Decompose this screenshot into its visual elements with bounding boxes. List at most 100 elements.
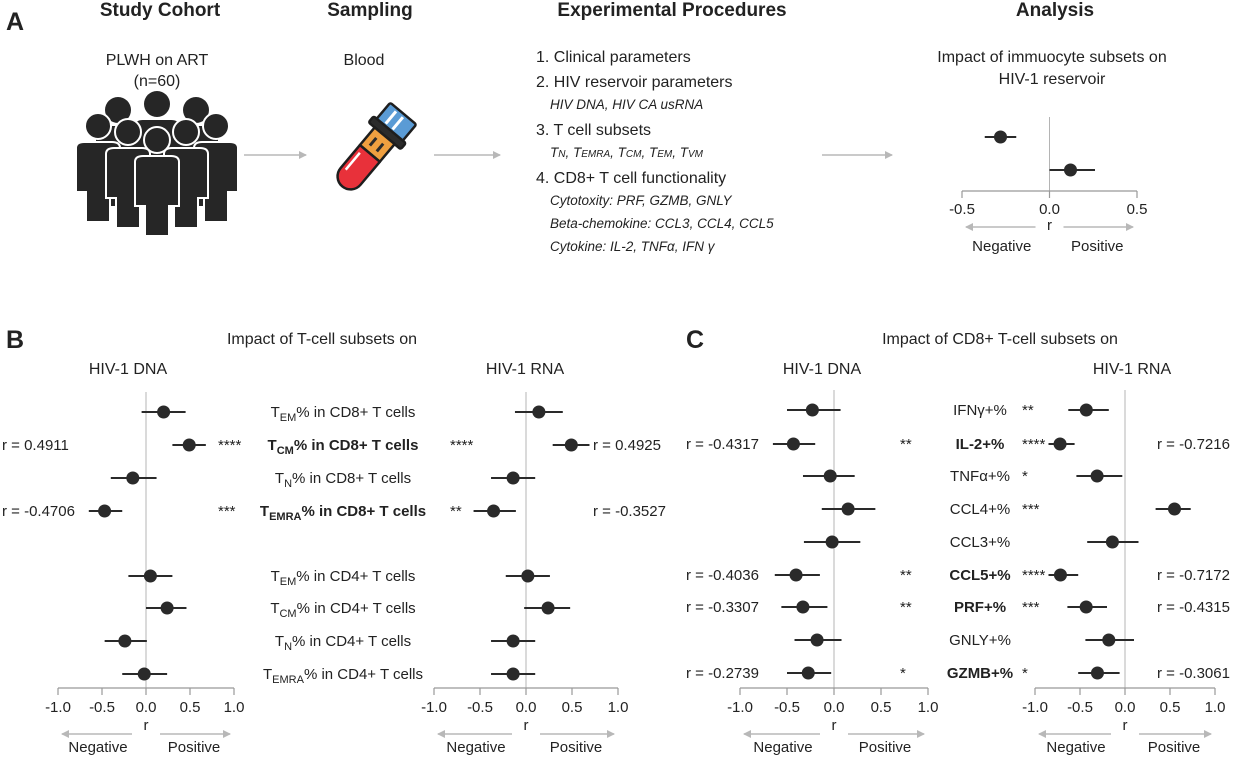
estimate-point [160, 601, 174, 615]
x-axis-label: r [524, 717, 529, 734]
estimate-point [823, 469, 837, 483]
panel-b-title: Impact of T-cell subsets on [227, 331, 417, 348]
positive-label: Positive [1071, 238, 1124, 255]
row-label: CCL5+% [949, 567, 1010, 584]
positive-label: Positive [550, 739, 603, 756]
procedure-4-detail-1: Cytotoxity: PRF, GZMB, GNLY [550, 193, 733, 208]
x-tick-label: 0.5 [1127, 201, 1148, 218]
analysis-title-line1: Impact of immuocyte subsets on [937, 49, 1166, 66]
estimate-point [564, 438, 578, 452]
x-tick-label: 1.0 [1205, 699, 1226, 716]
people-group-icon [75, 91, 239, 237]
x-tick-label: 0.0 [824, 699, 845, 716]
panel-b-row-labels: TEM% in CD8+ T cells TCM% in CD8+ T cells… [260, 404, 426, 686]
procedure-3-title: 3. T cell subsets [536, 122, 651, 139]
estimate-point [1079, 600, 1093, 614]
estimate-point [1105, 535, 1119, 549]
correlation-value: r = 0.4925 [593, 437, 661, 454]
negative-label: Negative [446, 739, 505, 756]
x-axis-label: r [1047, 217, 1052, 234]
x-axis-label: r [144, 717, 149, 734]
estimate-point [487, 504, 501, 518]
row-label: TCM% in CD4+ T cells [270, 600, 415, 620]
row-label: TN% in CD8+ T cells [275, 470, 411, 490]
estimate-point [143, 569, 157, 583]
row-label: TEM% in CD4+ T cells [271, 568, 416, 588]
significance-stars: **** [1022, 567, 1046, 584]
panel-c-dna-header: HIV-1 DNA [783, 361, 862, 378]
panel-c-letter: C [686, 326, 704, 354]
row-label: CCL4+% [950, 501, 1010, 518]
x-tick-label: 0.0 [516, 699, 537, 716]
x-tick-label: 0.5 [871, 699, 892, 716]
x-tick-label: -0.5 [89, 699, 115, 716]
x-tick-label: -0.5 [467, 699, 493, 716]
negative-label: Negative [68, 739, 127, 756]
x-tick-label: -1.0 [1022, 699, 1048, 716]
positive-label: Positive [168, 739, 221, 756]
estimate-point [541, 601, 555, 615]
estimate-point [126, 471, 140, 485]
estimate-point [521, 569, 535, 583]
estimate-point [1053, 568, 1067, 582]
panel-b-letter: B [6, 326, 24, 354]
negative-label: Negative [972, 238, 1031, 255]
correlation-value: r = -0.7172 [1157, 567, 1230, 584]
row-label: CCL3+% [950, 534, 1010, 551]
significance-stars: *** [218, 503, 236, 520]
row-label: TEMRA% in CD8+ T cells [260, 503, 426, 523]
x-tick-label: -1.0 [421, 699, 447, 716]
panel-a-letter: A [6, 8, 24, 36]
panel-c: C Impact of CD8+ T-cell subsets on HIV-1… [686, 326, 1230, 756]
x-axis-label: r [1123, 717, 1128, 734]
panel-b-rna-header: HIV-1 RNA [486, 361, 565, 378]
significance-stars: * [900, 665, 906, 682]
estimate-point [1090, 469, 1104, 483]
procedure-4-detail-3: Cytokine: IL-2, TNFα, IFN γ [550, 239, 716, 254]
correlation-value: r = -0.3527 [593, 503, 666, 520]
procedure-2-title: 2. HIV reservoir parameters [536, 74, 733, 91]
estimate-point [1090, 666, 1104, 680]
significance-stars: **** [450, 437, 474, 454]
estimate-point [801, 666, 815, 680]
estimate-point [796, 600, 810, 614]
x-tick-label: 0.5 [180, 699, 201, 716]
panel-c-row-labels: IFNγ+% IL-2+% TNFα+% CCL4+% CCL3+% CCL5+% PRF+… [947, 402, 1013, 682]
correlation-value: r = -0.3061 [1157, 665, 1230, 682]
negative-label: Negative [753, 739, 812, 756]
row-label: IFNγ+% [953, 402, 1007, 419]
x-tick-label: 0.5 [1160, 699, 1181, 716]
estimate-point [841, 502, 855, 516]
panel-c-rna-header: HIV-1 RNA [1093, 361, 1172, 378]
row-label: GNLY+% [949, 632, 1011, 649]
estimate-point [805, 403, 819, 417]
correlation-value: r = -0.3307 [686, 599, 759, 616]
procedure-4-title: 4. CD8+ T cell functionality [536, 170, 726, 187]
estimate-point [532, 405, 546, 419]
cohort-label-line1: PLWH on ART [106, 52, 209, 69]
row-label: TCM% in CD8+ T cells [268, 437, 419, 457]
panel-a: A Study Cohort Sampling Experimental Pro… [6, 0, 1167, 255]
estimate-point [1053, 437, 1067, 451]
procedure-2-detail: HIV DNA, HIV CA usRNA [550, 97, 703, 112]
panel-b: B Impact of T-cell subsets on HIV-1 DNA … [2, 326, 666, 756]
row-label: TN% in CD4+ T cells [275, 633, 411, 653]
procedure-3-detail: TN, TEMRA, TCM, TEM, TVM [550, 145, 704, 160]
correlation-value: r = -0.7216 [1157, 436, 1230, 453]
significance-stars: * [1022, 665, 1028, 682]
negative-label: Negative [1046, 739, 1105, 756]
positive-label: Positive [859, 739, 912, 756]
header-study-cohort: Study Cohort [100, 0, 221, 21]
header-experimental-procedures: Experimental Procedures [557, 0, 786, 21]
x-tick-label: 1.0 [224, 699, 245, 716]
estimate-point [506, 634, 520, 648]
procedures-list: 1. Clinical parameters 2. HIV reservoir … [536, 49, 774, 254]
x-tick-label: 0.5 [562, 699, 583, 716]
panel-b-dna-header: HIV-1 DNA [89, 361, 168, 378]
estimate-point [1168, 502, 1181, 516]
x-tick-label: 1.0 [608, 699, 629, 716]
correlation-value: r = -0.4315 [1157, 599, 1230, 616]
row-label: GZMB+% [947, 665, 1013, 682]
estimate-point [1079, 403, 1093, 417]
significance-stars: ** [1022, 402, 1034, 419]
